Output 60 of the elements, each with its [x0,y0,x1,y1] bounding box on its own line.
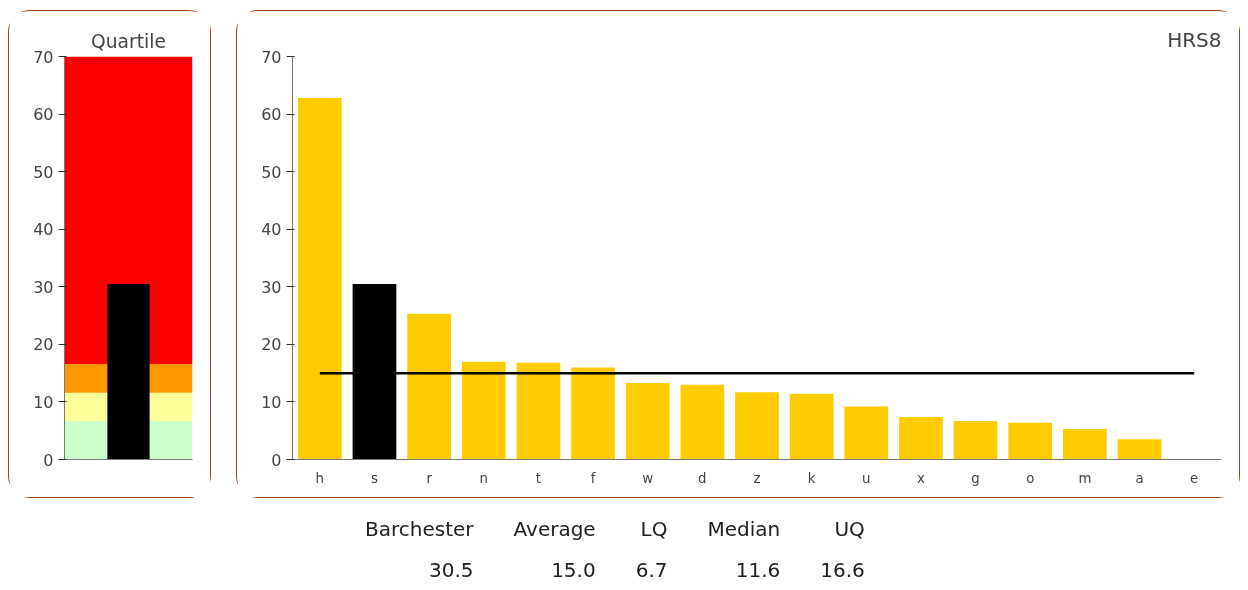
y-tick-label: 60 [33,105,54,125]
x-tick-label: a [1135,470,1144,486]
y-tick-label: 40 [261,220,282,240]
y-tick-label: 10 [261,392,282,412]
text: UQ [833,516,866,543]
bar [953,420,998,460]
y-tick-label: 10 [33,392,54,412]
x-tick-label: z [753,470,761,486]
y-tick-label: 30 [33,277,54,297]
y-tick-label: 70 [261,47,282,67]
bar [789,393,834,460]
x-tick-label: k [807,470,816,486]
x-tick-label: o [1026,470,1035,486]
bar [1008,422,1053,460]
bar [407,313,451,460]
y-tick-label: 50 [33,162,54,182]
x-tick-label: t [535,470,542,486]
x-tick-label: h [315,470,325,486]
text: 6.7 [634,556,669,584]
x-tick-label: u [862,470,871,486]
chart-title: HRS8 [1167,27,1222,52]
y-tick-label: 30 [261,277,282,297]
bar [297,97,342,460]
x-tick-label: f [590,470,596,486]
text: 15.0 [550,556,597,584]
x-tick-label: r [426,470,433,486]
bar [571,367,615,460]
x-tick-label: s [371,470,378,486]
x-tick-label: g [971,470,980,486]
bar [625,382,670,460]
text: 30.5 [428,556,475,584]
x-tick-label: w [642,470,654,486]
bar [1117,439,1162,460]
bar [899,416,943,460]
bar [735,392,779,460]
y-tick-label: 60 [261,105,282,125]
x-tick-label: n [479,470,488,486]
text: 11.6 [734,556,782,584]
text: 16.6 [819,556,866,584]
x-tick-label: e [1190,470,1199,486]
y-tick-label: 0 [43,450,54,470]
y-tick-label: 20 [33,335,54,355]
x-tick-label: d [698,470,707,486]
x-tick-label: m [1078,470,1092,486]
y-tick-label: 50 [261,162,282,182]
bar [461,361,506,460]
text: Barchester [364,516,475,543]
text: LQ [639,516,669,543]
text: Median [706,516,782,543]
bar [1063,428,1107,460]
bar [680,384,725,460]
text: Average [512,516,597,543]
bar [844,406,889,460]
y-tick-label: 70 [33,47,54,67]
y-tick-label: 40 [33,220,54,240]
bar [516,362,561,460]
y-tick-label: 0 [271,450,282,470]
y-tick-label: 20 [261,335,282,355]
chart-title: Quartile [91,30,166,52]
x-tick-label: x [917,470,925,486]
